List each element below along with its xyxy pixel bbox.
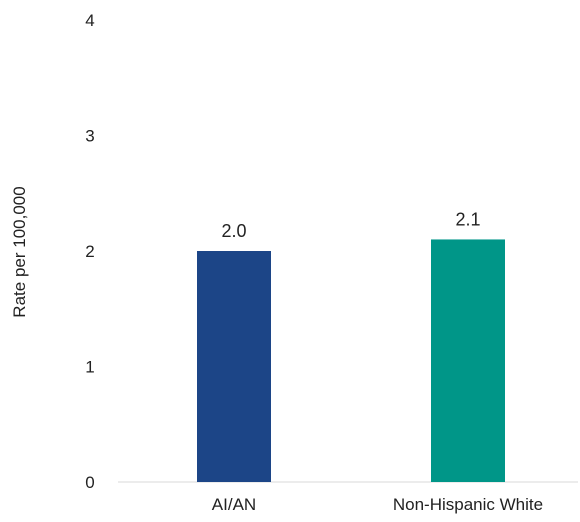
data-label: 2.1 xyxy=(455,209,480,229)
bar xyxy=(197,251,271,482)
y-tick-label: 4 xyxy=(85,11,94,30)
y-tick-label: 3 xyxy=(85,127,94,146)
data-labels: 2.0 2.1 xyxy=(221,209,480,241)
y-tick-label: 2 xyxy=(85,242,94,261)
data-label: 2.0 xyxy=(221,221,246,241)
y-axis-title: Rate per 100,000 xyxy=(10,186,29,317)
x-category-label: Non-Hispanic White xyxy=(393,495,543,514)
y-axis-ticks: 0 1 2 3 4 xyxy=(85,11,94,492)
x-category-label: AI/AN xyxy=(212,495,256,514)
x-axis-categories: AI/AN Non-Hispanic White xyxy=(212,495,543,514)
y-tick-label: 1 xyxy=(85,358,94,377)
y-tick-label: 0 xyxy=(85,473,94,492)
bar xyxy=(431,239,505,482)
bars xyxy=(197,239,505,482)
